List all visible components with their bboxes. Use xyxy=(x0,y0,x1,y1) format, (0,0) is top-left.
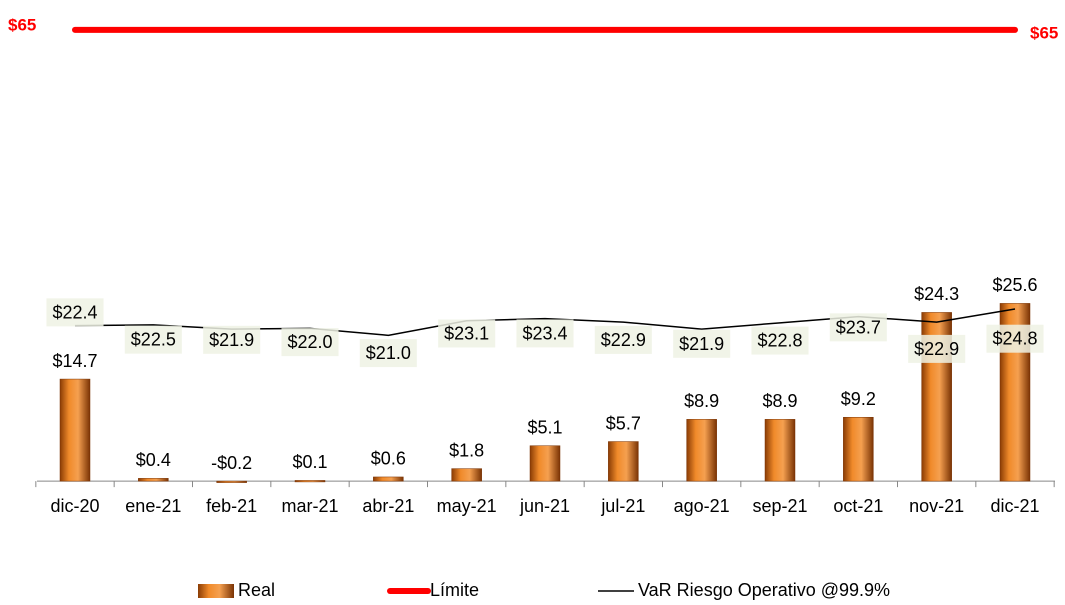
x-tick-label: mar-21 xyxy=(281,496,338,516)
line-value-label: $23.1 xyxy=(444,324,489,344)
bar-value-label: $24.3 xyxy=(914,284,959,304)
label-box xyxy=(986,324,1044,353)
bar-value-label: $14.7 xyxy=(52,351,97,371)
x-tick-label: jun-21 xyxy=(519,496,570,516)
x-tick-label: dic-21 xyxy=(990,496,1039,516)
legend-swatch xyxy=(198,584,234,598)
limit-label: $65 xyxy=(8,15,36,34)
bar-value-label: $8.9 xyxy=(684,391,719,411)
label-box xyxy=(203,325,261,354)
x-tick-label: abr-21 xyxy=(362,496,414,516)
line-value-label: $22.9 xyxy=(914,339,959,359)
bar-value-label: $1.8 xyxy=(449,440,484,460)
x-tick-label: ene-21 xyxy=(125,496,181,516)
line-value-label: $22.8 xyxy=(757,331,802,351)
x-tick-label: sep-21 xyxy=(752,496,807,516)
legend-label: VaR Riesgo Operativo @99.9% xyxy=(638,580,890,600)
line-value-label: $21.9 xyxy=(209,330,254,350)
bar xyxy=(294,480,326,483)
line-value-label: $24.8 xyxy=(992,329,1037,349)
line-value-label: $22.4 xyxy=(52,302,97,322)
line-value-label: $21.9 xyxy=(679,334,724,354)
bar xyxy=(686,419,717,482)
bar xyxy=(608,441,639,482)
bar-value-label: -$0.2 xyxy=(211,453,252,473)
line-value-label: $23.4 xyxy=(522,323,567,343)
line-value-label: $21.0 xyxy=(366,343,411,363)
label-box xyxy=(281,328,339,357)
bar-value-label: $5.1 xyxy=(527,417,562,437)
x-tick-label: ago-21 xyxy=(674,496,730,516)
legend-label: Límite xyxy=(430,580,479,600)
bar xyxy=(373,476,404,482)
x-tick-label: nov-21 xyxy=(909,496,964,516)
label-box xyxy=(673,329,731,358)
line-value-label: $22.0 xyxy=(287,332,332,352)
label-box xyxy=(516,319,574,348)
bar xyxy=(529,445,561,482)
bar xyxy=(138,478,169,482)
label-box xyxy=(829,313,887,342)
label-box xyxy=(908,334,966,363)
label-box xyxy=(46,298,104,327)
label-box xyxy=(751,326,809,355)
bar-value-label: $0.6 xyxy=(371,449,406,469)
x-tick-label: feb-21 xyxy=(206,496,257,516)
label-box xyxy=(359,339,417,368)
bar-value-label: $0.1 xyxy=(292,452,327,472)
bar-value-label: $25.6 xyxy=(992,275,1037,295)
label-box xyxy=(124,325,182,354)
bar-value-label: $5.7 xyxy=(606,413,641,433)
label-box xyxy=(594,325,652,354)
bar xyxy=(59,378,91,482)
x-tick-label: dic-20 xyxy=(50,496,99,516)
x-tick-label: oct-21 xyxy=(833,496,883,516)
bar-value-label: $9.2 xyxy=(841,389,876,409)
bar xyxy=(451,468,482,482)
legend-label: Real xyxy=(238,580,275,600)
x-tick-label: jul-21 xyxy=(600,496,645,516)
bar xyxy=(843,416,874,482)
bar xyxy=(764,419,796,482)
limit-label: $65 xyxy=(1030,23,1058,42)
bar-value-label: $8.9 xyxy=(762,391,797,411)
x-tick-label: may-21 xyxy=(437,496,497,516)
line-value-label: $22.5 xyxy=(131,330,176,350)
bar xyxy=(216,480,247,483)
line-value-label: $23.7 xyxy=(836,317,881,337)
line-value-label: $22.9 xyxy=(601,330,646,350)
label-box xyxy=(438,319,496,348)
bar-value-label: $0.4 xyxy=(136,450,171,470)
